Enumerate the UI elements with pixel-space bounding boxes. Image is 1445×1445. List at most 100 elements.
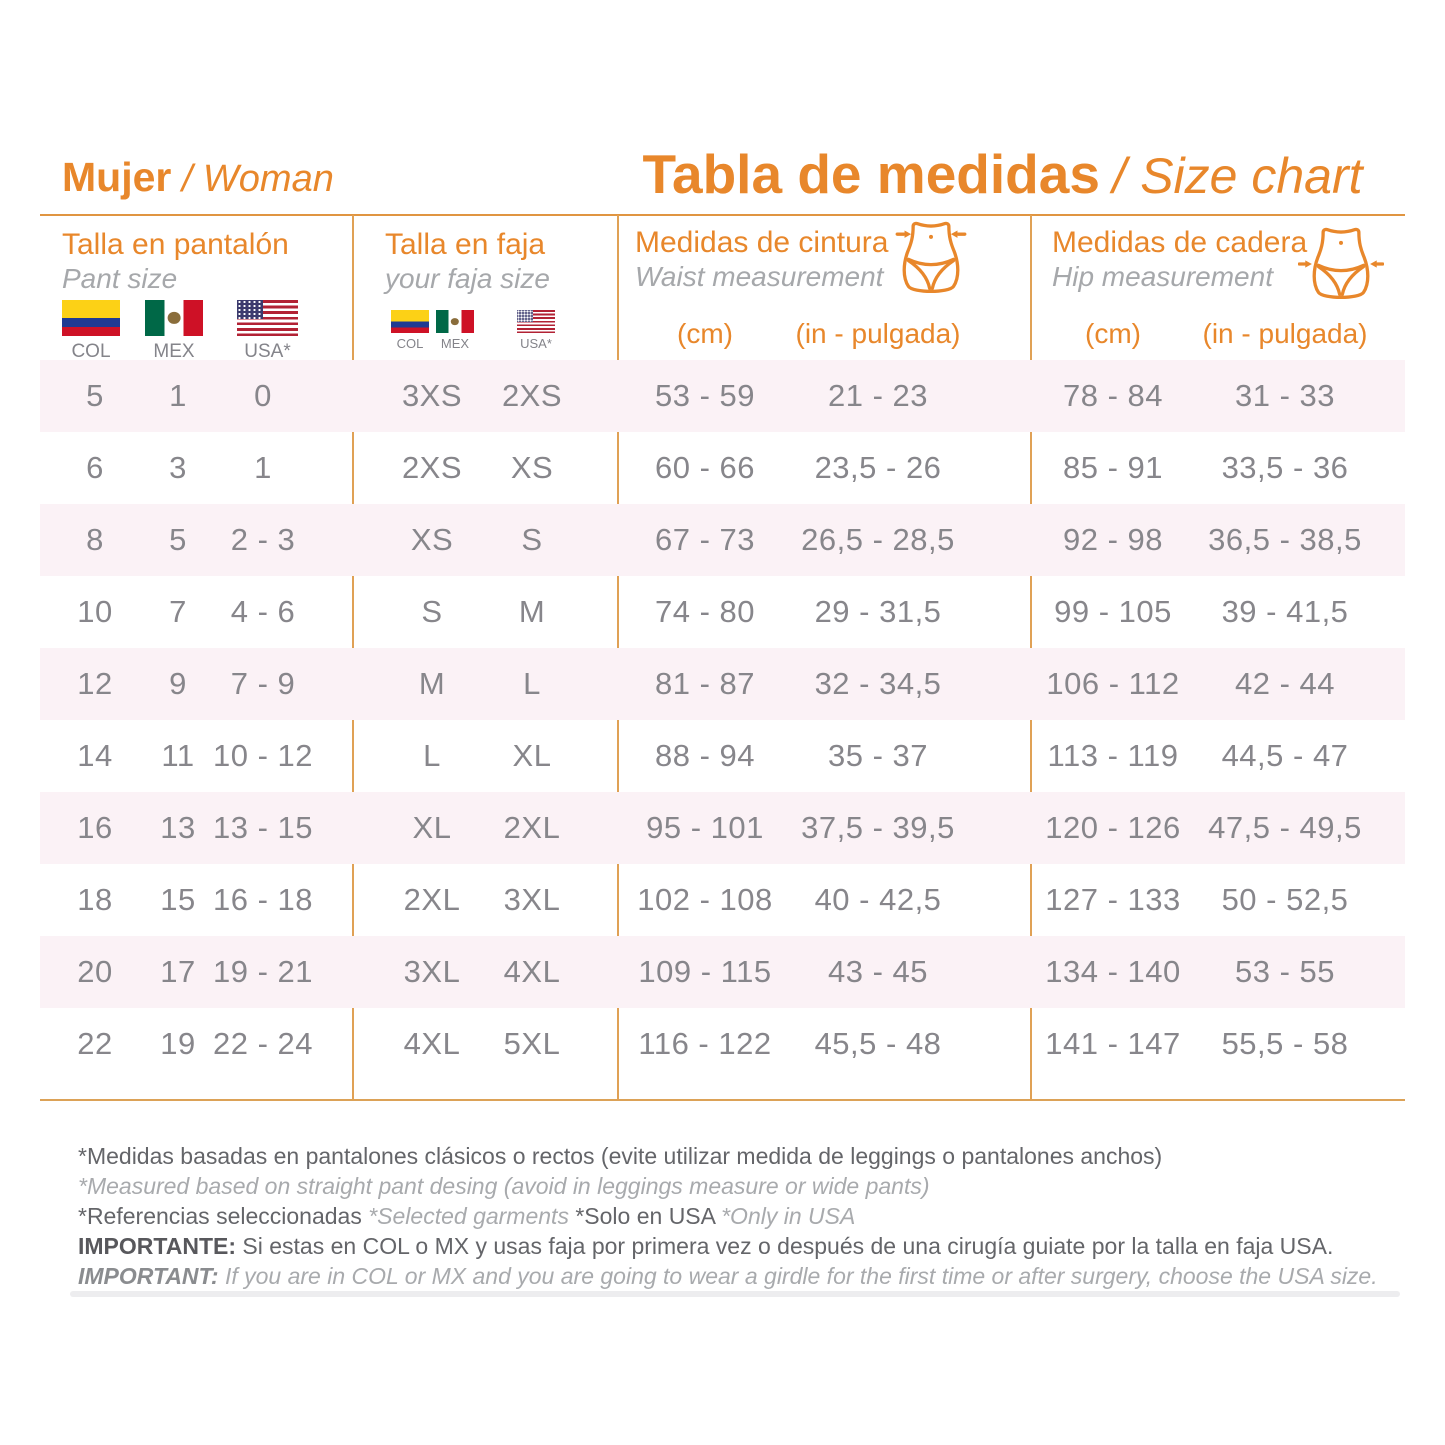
note-3-es: *Referencias seleccionadas: [78, 1203, 362, 1229]
cell-hip-cm: 106 - 112: [1046, 666, 1180, 701]
table-row: 8 5 2 - 3 XS S 67 - 73 26,5 - 28,5 92 - …: [40, 504, 1405, 576]
cell-faja-usa: S: [521, 522, 543, 557]
cell-pant-col: 5: [86, 378, 104, 413]
cell-pant-mex: 13: [160, 810, 196, 845]
cell-pant-col: 14: [77, 738, 113, 773]
page-title-bold: Tabla de medidas: [642, 143, 1100, 205]
table-row: 6 3 1 2XS XS 60 - 66 23,5 - 26 85 - 91 3…: [40, 432, 1405, 504]
column-title: Talla en pantalón: [62, 228, 289, 261]
cell-hip-cm: 92 - 98: [1062, 522, 1163, 557]
faja-size-flags: COL MEX USA*: [385, 310, 605, 352]
cell-pant-col: 18: [77, 882, 113, 917]
cell-pant-mex: 9: [169, 666, 187, 701]
cell-pant-usa: 16 - 18: [212, 882, 313, 917]
cell-hip-cm: 113 - 119: [1047, 738, 1179, 773]
column-header-faja-size: Talla en faja your faja size: [385, 228, 550, 296]
cell-hip-in: 55,5 - 58: [1221, 1026, 1349, 1061]
cell-faja-usa: 2XS: [501, 378, 563, 413]
cell-faja-colmex: M: [418, 666, 446, 701]
cell-waist-in: 29 - 31,5: [814, 594, 942, 629]
flag-label-usa: USA*: [520, 336, 552, 351]
cell-pant-mex: 11: [161, 738, 195, 773]
cell-pant-usa: 22 - 24: [212, 1026, 313, 1061]
waist-unit-cm: (cm): [677, 318, 733, 349]
importante-label: IMPORTANTE:: [78, 1233, 237, 1259]
cell-pant-mex: 17: [160, 954, 196, 989]
gender-title-italic: / Woman: [181, 158, 334, 200]
footnotes: *Medidas basadas en pantalones clásicos …: [78, 1142, 1398, 1292]
cell-faja-colmex: L: [423, 738, 441, 773]
flag-label-usa: USA*: [244, 341, 291, 362]
column-header-hip: Medidas de cadera Hip measurement: [1052, 226, 1307, 294]
table-bottom-border: [40, 1099, 1405, 1101]
cell-waist-in: 23,5 - 26: [814, 450, 942, 485]
cell-faja-usa: 3XL: [503, 882, 561, 917]
cell-waist-cm: 116 - 122: [638, 1026, 772, 1061]
pant-size-flags: COL MEX USA*: [62, 300, 362, 362]
flag-colombia-wrap: COL: [62, 300, 120, 363]
cell-hip-in: 44,5 - 47: [1221, 738, 1349, 773]
table-top-border: [40, 214, 1405, 216]
note-line-2: *Measured based on straight pant desing …: [78, 1173, 930, 1199]
flag-colombia-icon: [391, 310, 429, 333]
hip-unit-cm: (cm): [1085, 318, 1141, 349]
note-3-usa-en: *Only in USA: [721, 1203, 856, 1229]
divider-bar: [70, 1291, 1400, 1297]
cell-hip-in: 31 - 33: [1234, 378, 1335, 413]
column-subtitle: your faja size: [385, 263, 550, 294]
flag-label-mex: MEX: [440, 336, 470, 351]
cell-pant-usa: 10 - 12: [212, 738, 313, 773]
cell-faja-colmex: 3XL: [403, 954, 461, 989]
cell-waist-in: 26,5 - 28,5: [801, 522, 955, 557]
cell-pant-mex: 1: [169, 378, 187, 413]
cell-pant-usa: 13 - 15: [212, 810, 313, 845]
cell-pant-col: 16: [77, 810, 113, 845]
cell-waist-cm: 88 - 94: [654, 738, 755, 773]
flag-mexico-icon: [436, 310, 474, 333]
flag-label-col: COL: [71, 341, 111, 362]
table-rows: 5 1 0 3XS 2XS 53 - 59 21 - 23 78 - 84 31…: [40, 360, 1405, 1080]
flag-colombia-wrap: COL: [391, 310, 429, 351]
cell-pant-usa: 4 - 6: [230, 594, 296, 629]
table-row: 5 1 0 3XS 2XS 53 - 59 21 - 23 78 - 84 31…: [40, 360, 1405, 432]
flag-usa-wrap: USA*: [237, 300, 298, 363]
important-label: IMPORTANT:: [78, 1263, 219, 1289]
table-row: 10 7 4 - 6 S M 74 - 80 29 - 31,5 99 - 10…: [40, 576, 1405, 648]
flag-usa-wrap: USA*: [517, 310, 555, 351]
cell-waist-in: 32 - 34,5: [814, 666, 942, 701]
table-row: 12 9 7 - 9 M L 81 - 87 32 - 34,5 106 - 1…: [40, 648, 1405, 720]
cell-hip-in: 42 - 44: [1234, 666, 1335, 701]
column-subtitle: Waist measurement: [635, 261, 884, 292]
note-3-usa-es: *Solo en USA: [575, 1203, 715, 1229]
gender-title: Mujer / Woman: [62, 154, 334, 201]
note-line-3: *Referencias seleccionadas *Selected gar…: [78, 1202, 1398, 1231]
column-title: Medidas de cintura: [635, 226, 889, 259]
cell-waist-in: 40 - 42,5: [814, 882, 942, 917]
cell-hip-cm: 99 - 105: [1054, 594, 1172, 629]
cell-faja-usa: L: [523, 666, 541, 701]
cell-faja-usa: M: [518, 594, 546, 629]
cell-faja-colmex: XL: [412, 810, 452, 845]
flag-mexico-icon: [145, 300, 203, 336]
table-row: 20 17 19 - 21 3XL 4XL 109 - 115 43 - 45 …: [40, 936, 1405, 1008]
waist-unit-in: (in - pulgada): [795, 318, 961, 349]
cell-faja-usa: 4XL: [503, 954, 561, 989]
flag-label-mex: MEX: [153, 341, 195, 362]
cell-hip-in: 33,5 - 36: [1221, 450, 1349, 485]
cell-hip-in: 39 - 41,5: [1221, 594, 1349, 629]
cell-faja-colmex: 4XL: [403, 1026, 461, 1061]
note-line-4: IMPORTANTE: Si estas en COL o MX y usas …: [78, 1232, 1398, 1261]
flag-colombia-icon: [62, 300, 120, 336]
cell-pant-mex: 7: [169, 594, 187, 629]
cell-faja-usa: XS: [510, 450, 554, 485]
cell-hip-in: 47,5 - 49,5: [1208, 810, 1362, 845]
cell-pant-usa: 0: [254, 378, 272, 413]
cell-waist-in: 35 - 37: [827, 738, 928, 773]
cell-faja-colmex: 2XL: [403, 882, 461, 917]
cell-pant-col: 12: [77, 666, 113, 701]
cell-pant-col: 22: [77, 1026, 113, 1061]
cell-pant-mex: 5: [169, 522, 187, 557]
waist-measurement-icon: [888, 218, 974, 303]
cell-pant-mex: 3: [169, 450, 187, 485]
